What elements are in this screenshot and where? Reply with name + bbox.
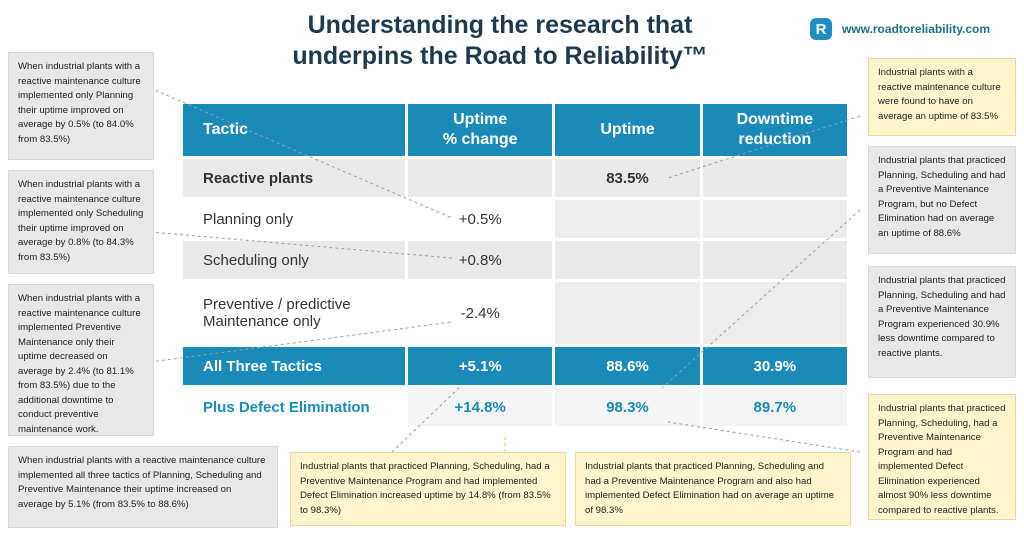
row-tactic: Reactive plants [183,159,406,197]
row-uptime [555,241,700,279]
row-uptime [555,200,700,238]
table-row: All Three Tactics +5.1% 88.6% 30.9% [183,347,847,385]
brand: R www.roadtoreliability.com [810,18,990,40]
note-reactive-uptime: Industrial plants with a reactive mainte… [868,58,1016,136]
page-title-line2: underpins the Road to Reliability™ [292,42,708,70]
header-uptime-change: Uptime % change [408,104,553,156]
row-uptime [555,282,700,344]
header-downtime-reduction: Downtime reduction [702,104,847,156]
row-reduction: 30.9% [702,347,847,385]
table-row: Planning only +0.5% [183,200,847,238]
note-defect-uptime: Industrial plants that practiced Plannin… [575,452,851,526]
logo-icon: R [810,18,832,40]
row-tactic: Preventive / predictive Maintenance only [183,282,406,344]
website-link[interactable]: www.roadtoreliability.com [842,22,991,36]
row-reduction [702,241,847,279]
header-downtime-line2: reduction [738,131,812,148]
row-uptime: 83.5% [555,159,700,197]
row-uptime: 98.3% [555,388,700,426]
results-table: Tactic Uptime % change Uptime Downtime r… [180,101,850,429]
page-title-line1: Understanding the research that [307,11,693,39]
row-change: +5.1% [408,347,553,385]
page-title: Understanding the research that underpin… [250,10,750,72]
note-defect-downtime: Industrial plants that practiced Plannin… [868,394,1016,520]
row-tactic: Scheduling only [183,241,406,279]
note-downtime-reduction: Industrial plants that practiced Plannin… [868,266,1016,378]
note-all-three: When industrial plants with a reactive m… [8,446,278,528]
table-header-row: Tactic Uptime % change Uptime Downtime r… [183,104,847,156]
header-uptime-change-line2: % change [442,131,518,148]
row-uptime: 88.6% [555,347,700,385]
row-change [408,159,553,197]
header-downtime-line1: Downtime [736,111,814,128]
row-tactic-line1: Preventive / predictive [203,296,351,313]
header-tactic: Tactic [183,104,406,156]
row-reduction [702,200,847,238]
row-tactic: Plus Defect Elimination [183,388,406,426]
row-change: +14.8% [408,388,553,426]
table-row: Preventive / predictive Maintenance only… [183,282,847,344]
table-row: Reactive plants 83.5% [183,159,847,197]
row-change: +0.8% [408,241,553,279]
row-tactic-line2: Maintenance only [203,313,321,330]
row-tactic: All Three Tactics [183,347,406,385]
table-row: Plus Defect Elimination +14.8% 98.3% 89.… [183,388,847,426]
row-change: -2.4% [408,282,553,344]
note-scheduling: When industrial plants with a reactive m… [8,170,154,274]
note-defect-increase: Industrial plants that practiced Plannin… [290,452,566,526]
header-uptime: Uptime [555,104,700,156]
header-uptime-change-line1: Uptime [453,111,508,128]
table-row: Scheduling only +0.8% [183,241,847,279]
row-tactic: Planning only [183,200,406,238]
row-reduction [702,159,847,197]
note-planning: When industrial plants with a reactive m… [8,52,154,160]
note-all-three-uptime: Industrial plants that practiced Plannin… [868,146,1016,254]
row-change: +0.5% [408,200,553,238]
note-preventive: When industrial plants with a reactive m… [8,284,154,436]
row-reduction [702,282,847,344]
row-reduction: 89.7% [702,388,847,426]
